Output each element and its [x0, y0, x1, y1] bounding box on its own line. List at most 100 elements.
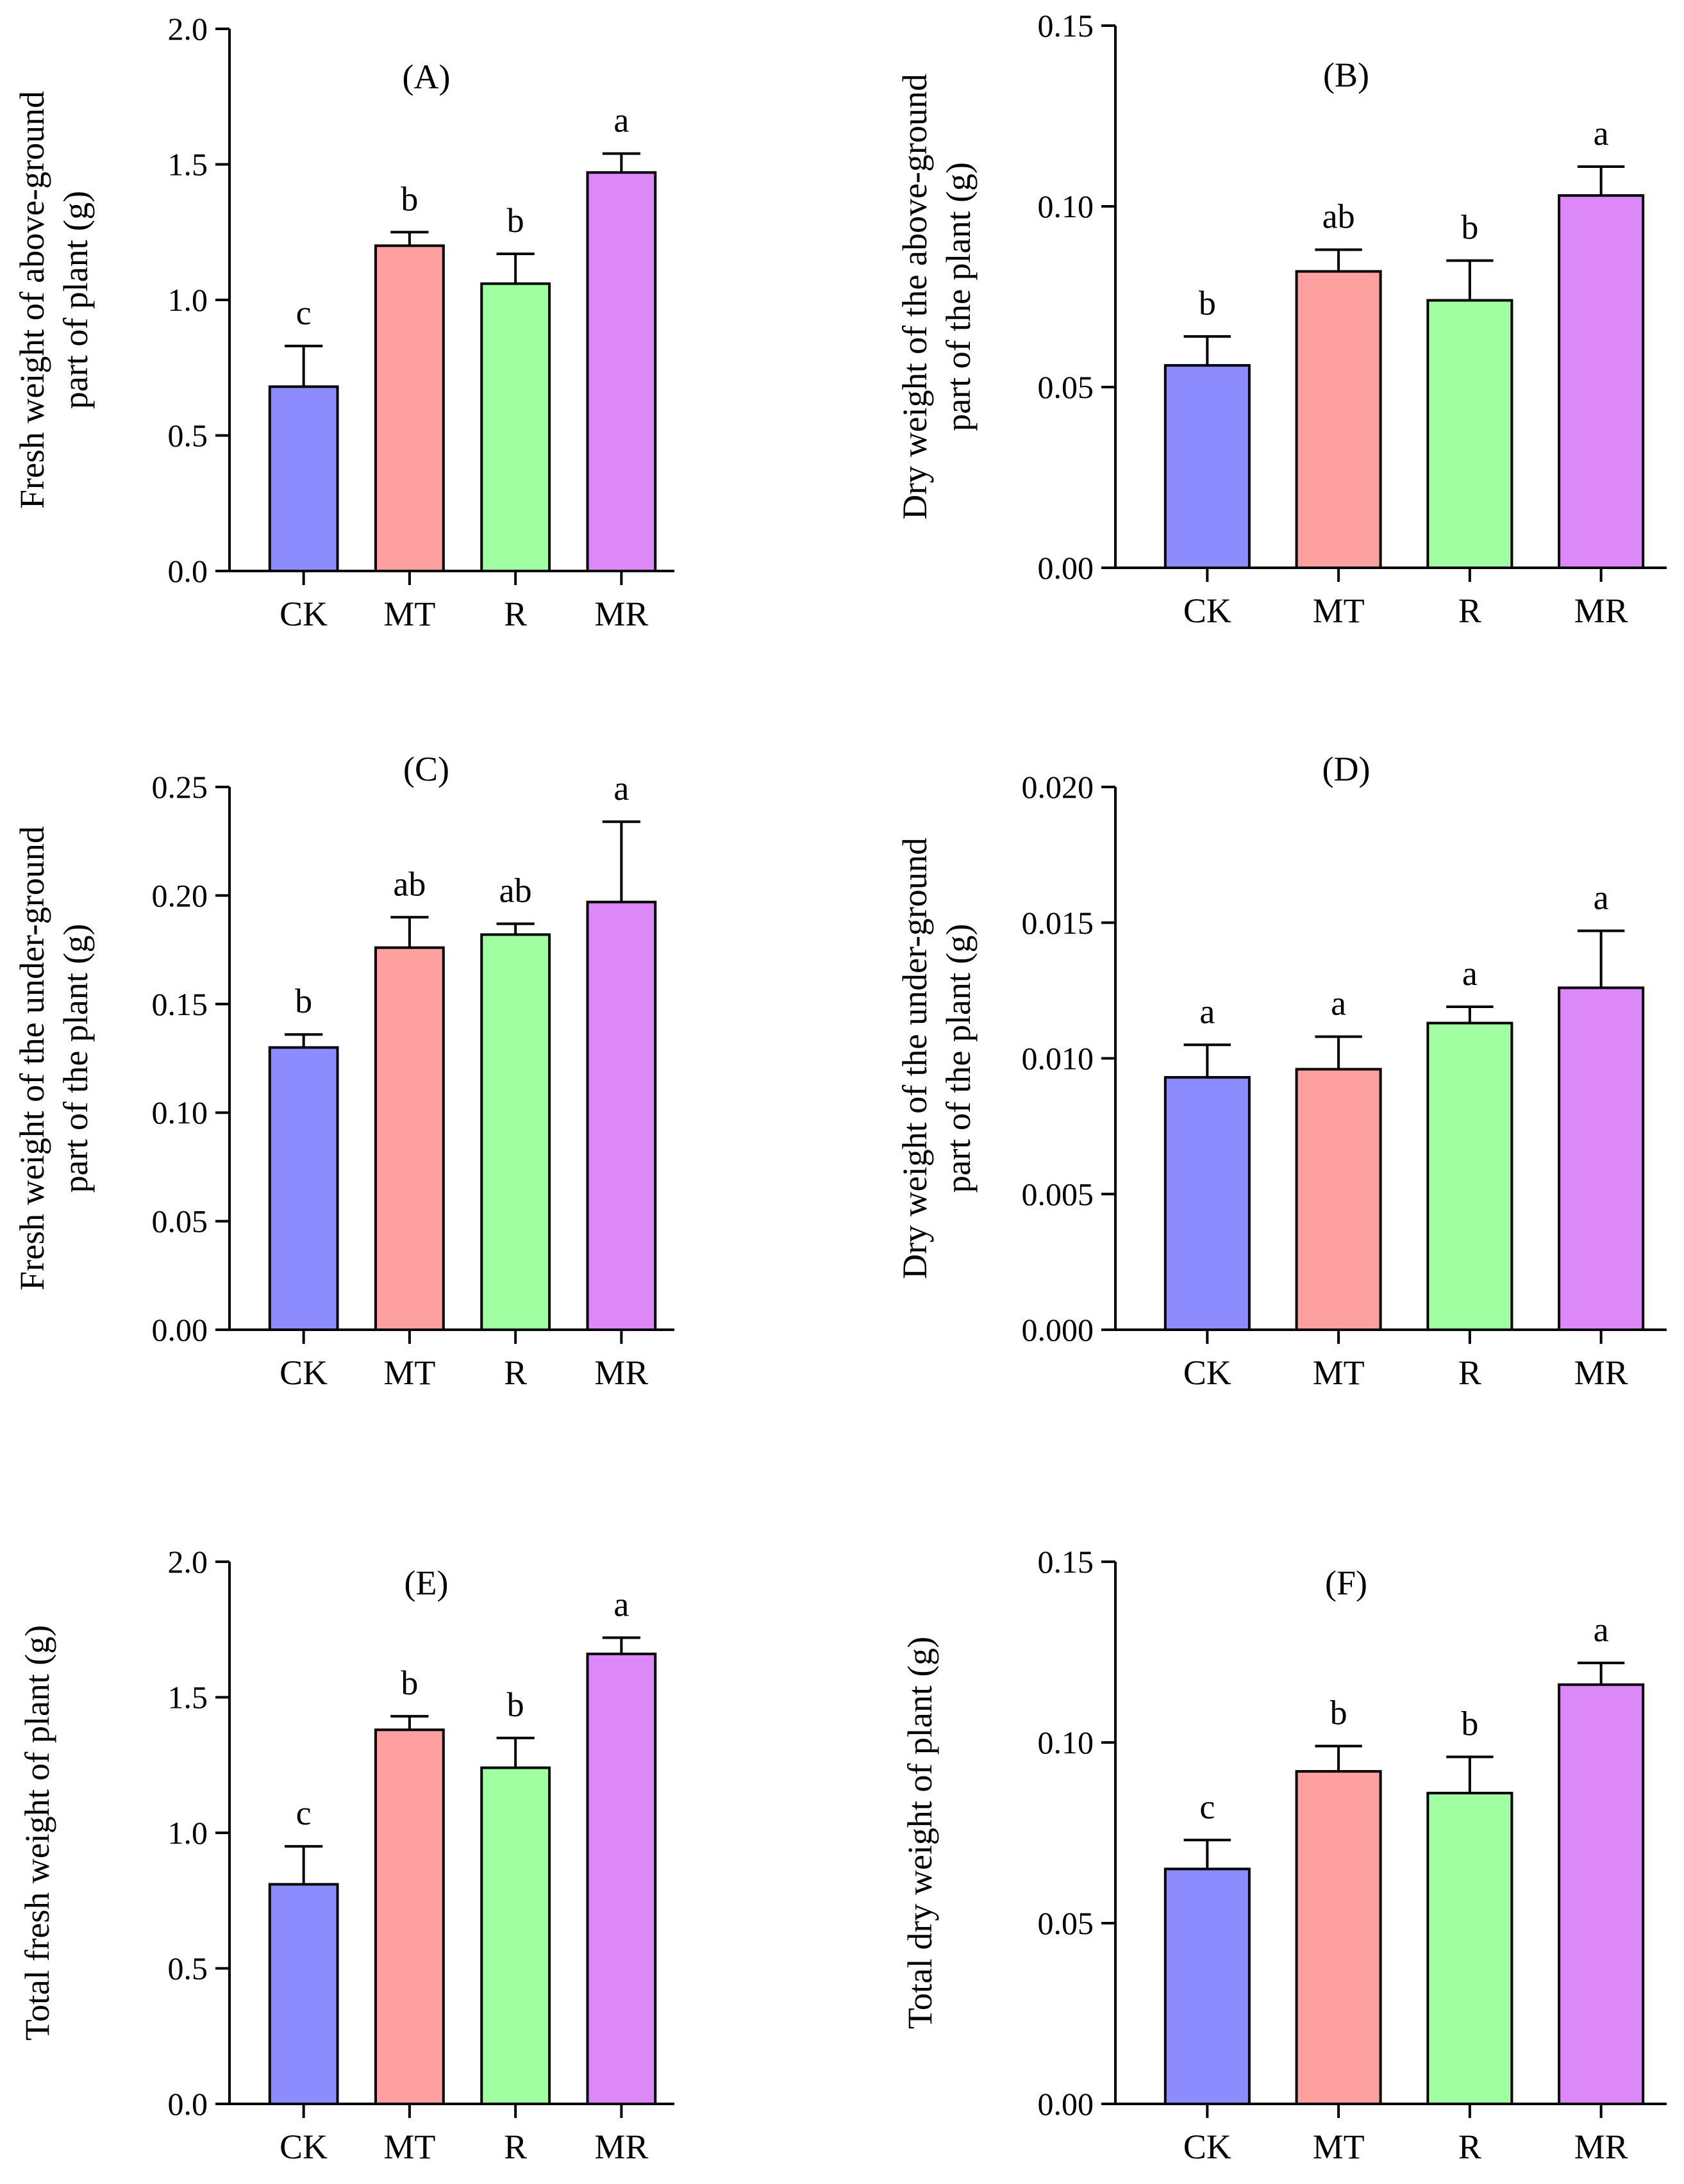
significance-letter-mt: ab: [393, 864, 426, 903]
y-tick-label: 1.0: [168, 282, 208, 318]
y-axis-title-line: part of plant (g): [56, 191, 95, 409]
y-axis-title-line: Dry weight of the under-ground: [896, 838, 934, 1279]
x-tick-label-r: R: [504, 1353, 527, 1392]
significance-letter-mr: a: [1594, 1610, 1609, 1649]
x-tick-label-ck: CK: [1183, 2128, 1231, 2166]
bar-mr: [1558, 1683, 1645, 2105]
y-tick-label: 0.000: [1022, 1312, 1094, 1348]
y-axis-title: Dry weight of the under-ground part of th…: [896, 838, 978, 1279]
bar-r: [1426, 1022, 1513, 1331]
y-axis-title: Total fresh weight of plant (g): [18, 1625, 56, 2041]
significance-letter-r: b: [1461, 1705, 1478, 1743]
y-tick-label: 0.005: [1022, 1176, 1094, 1212]
bar-ck: [268, 1046, 339, 1332]
panel-title-e: (E): [404, 1564, 449, 1602]
bar-mt: [374, 946, 445, 1332]
bar-mt: [1295, 1068, 1382, 1331]
y-tick-label: 0.015: [1022, 905, 1094, 941]
significance-letter-mr: a: [613, 101, 629, 140]
x-tick-label-mt: MT: [383, 1353, 435, 1392]
bar-r: [1426, 299, 1513, 569]
significance-letter-r: b: [507, 1685, 524, 1724]
y-axis-title: Fresh weight of the under-ground part of …: [13, 826, 95, 1291]
significance-letter-mr: a: [613, 769, 629, 807]
bar-r: [480, 282, 551, 572]
significance-letter-mt: b: [401, 1664, 418, 1702]
significance-letter-mt: a: [1331, 984, 1346, 1023]
bar-mt: [1295, 1770, 1382, 2106]
y-tick-label: 0.5: [168, 418, 208, 454]
bar-ck: [268, 385, 339, 572]
x-tick-label-r: R: [504, 595, 527, 633]
x-tick-label-r: R: [1458, 592, 1481, 630]
y-axis-title-line: Total dry weight of plant (g): [901, 1637, 939, 2030]
x-tick-label-mt: MT: [1313, 1353, 1365, 1392]
x-tick-label-mt: MT: [1313, 2128, 1365, 2166]
y-axis-title-line: part of the plant (g): [939, 162, 978, 431]
bar-mr: [1558, 194, 1645, 569]
bar-mr: [586, 171, 657, 572]
bar-ck: [1163, 364, 1251, 569]
significance-letter-ck: b: [1199, 284, 1216, 322]
y-tick-label: 2.0: [168, 11, 208, 47]
x-tick-label-mr: MR: [594, 1353, 648, 1392]
y-axis-title: Fresh weight of above-ground part of plan…: [13, 91, 95, 509]
significance-letter-r: b: [1461, 208, 1478, 247]
y-tick-label: 0.0: [168, 2086, 208, 2122]
y-tick-label: 2.0: [168, 1544, 208, 1580]
bar-mr: [1558, 986, 1645, 1331]
significance-letter-mt: ab: [1322, 197, 1355, 236]
y-tick-label: 0.0: [168, 553, 208, 589]
y-tick-label: 0.10: [152, 1095, 208, 1130]
significance-letter-mr: a: [613, 1585, 629, 1623]
y-axis-title-line: Total fresh weight of plant (g): [18, 1625, 56, 2041]
significance-letter-mr: a: [1594, 114, 1609, 153]
x-tick-label-mr: MR: [1574, 2128, 1628, 2166]
x-tick-label-r: R: [1458, 2128, 1481, 2166]
bar-ck: [268, 1883, 339, 2106]
x-tick-label-r: R: [1458, 1353, 1481, 1392]
y-tick-label: 0.5: [168, 1951, 208, 1987]
x-tick-label-mr: MR: [1574, 1353, 1628, 1392]
significance-letter-mr: a: [1594, 878, 1609, 916]
bar-mt: [1295, 270, 1382, 569]
significance-letter-ck: b: [295, 982, 312, 1020]
x-tick-label-mr: MR: [594, 595, 648, 633]
bar-r: [1426, 1791, 1513, 2105]
y-tick-label: 0.25: [152, 769, 208, 805]
significance-letter-r: b: [507, 201, 524, 240]
y-axis-title-line: Fresh weight of the under-ground: [13, 826, 51, 1291]
x-tick-label-ck: CK: [279, 1353, 328, 1392]
chart-panel-f: 0.00 0.05 0.10 0.15 CK c MT b Rb MR a (F) Total dry …: [901, 1544, 1667, 2166]
x-tick-label-mt: MT: [383, 595, 435, 633]
panel-title-f: (F): [1325, 1564, 1367, 1602]
y-tick-label: 1.5: [168, 147, 208, 183]
significance-letter-mt: b: [1330, 1694, 1347, 1732]
chart-panel-e: 0.0 0.5 1.0 1.5 2.0 CK c MT b Rb MR a (E) Total fresh…: [18, 1544, 674, 2166]
y-axis-title-line: part of the plant (g): [939, 924, 978, 1193]
panel-title-c: (C): [403, 750, 449, 788]
y-tick-label: 0.15: [1038, 1544, 1094, 1580]
y-axis-title: Total dry weight of plant (g): [901, 1637, 939, 2030]
y-tick-label: 0.020: [1022, 769, 1094, 805]
bar-mt: [374, 1728, 445, 2105]
y-tick-label: 0.05: [1038, 369, 1094, 405]
y-tick-label: 0.15: [1038, 8, 1094, 44]
x-tick-label-mr: MR: [1574, 592, 1628, 630]
significance-letter-ck: a: [1199, 992, 1215, 1030]
x-tick-label-r: R: [504, 2128, 527, 2166]
y-tick-label: 0.00: [1038, 550, 1094, 586]
significance-letter-ck: c: [296, 294, 312, 332]
y-tick-label: 0.10: [1038, 188, 1094, 224]
chart-panel-c: 0.00 0.05 0.10 0.15 0.20 0.25 CK b MT ab Rab MR a (C)…: [13, 750, 674, 1392]
y-tick-label: 0.20: [152, 877, 208, 913]
y-tick-label: 1.0: [168, 1815, 208, 1851]
panel-title-d: (D): [1322, 750, 1371, 788]
y-axis-title-line: Dry weight of the above-ground: [896, 74, 934, 520]
y-axis-title-line: part of the plant (g): [56, 924, 95, 1193]
y-tick-label: 0.05: [1038, 1905, 1094, 1941]
x-tick-label-ck: CK: [279, 595, 328, 633]
x-tick-label-mt: MT: [383, 2128, 435, 2166]
x-tick-label-ck: CK: [279, 2128, 328, 2166]
panel-title-b: (B): [1323, 56, 1369, 94]
